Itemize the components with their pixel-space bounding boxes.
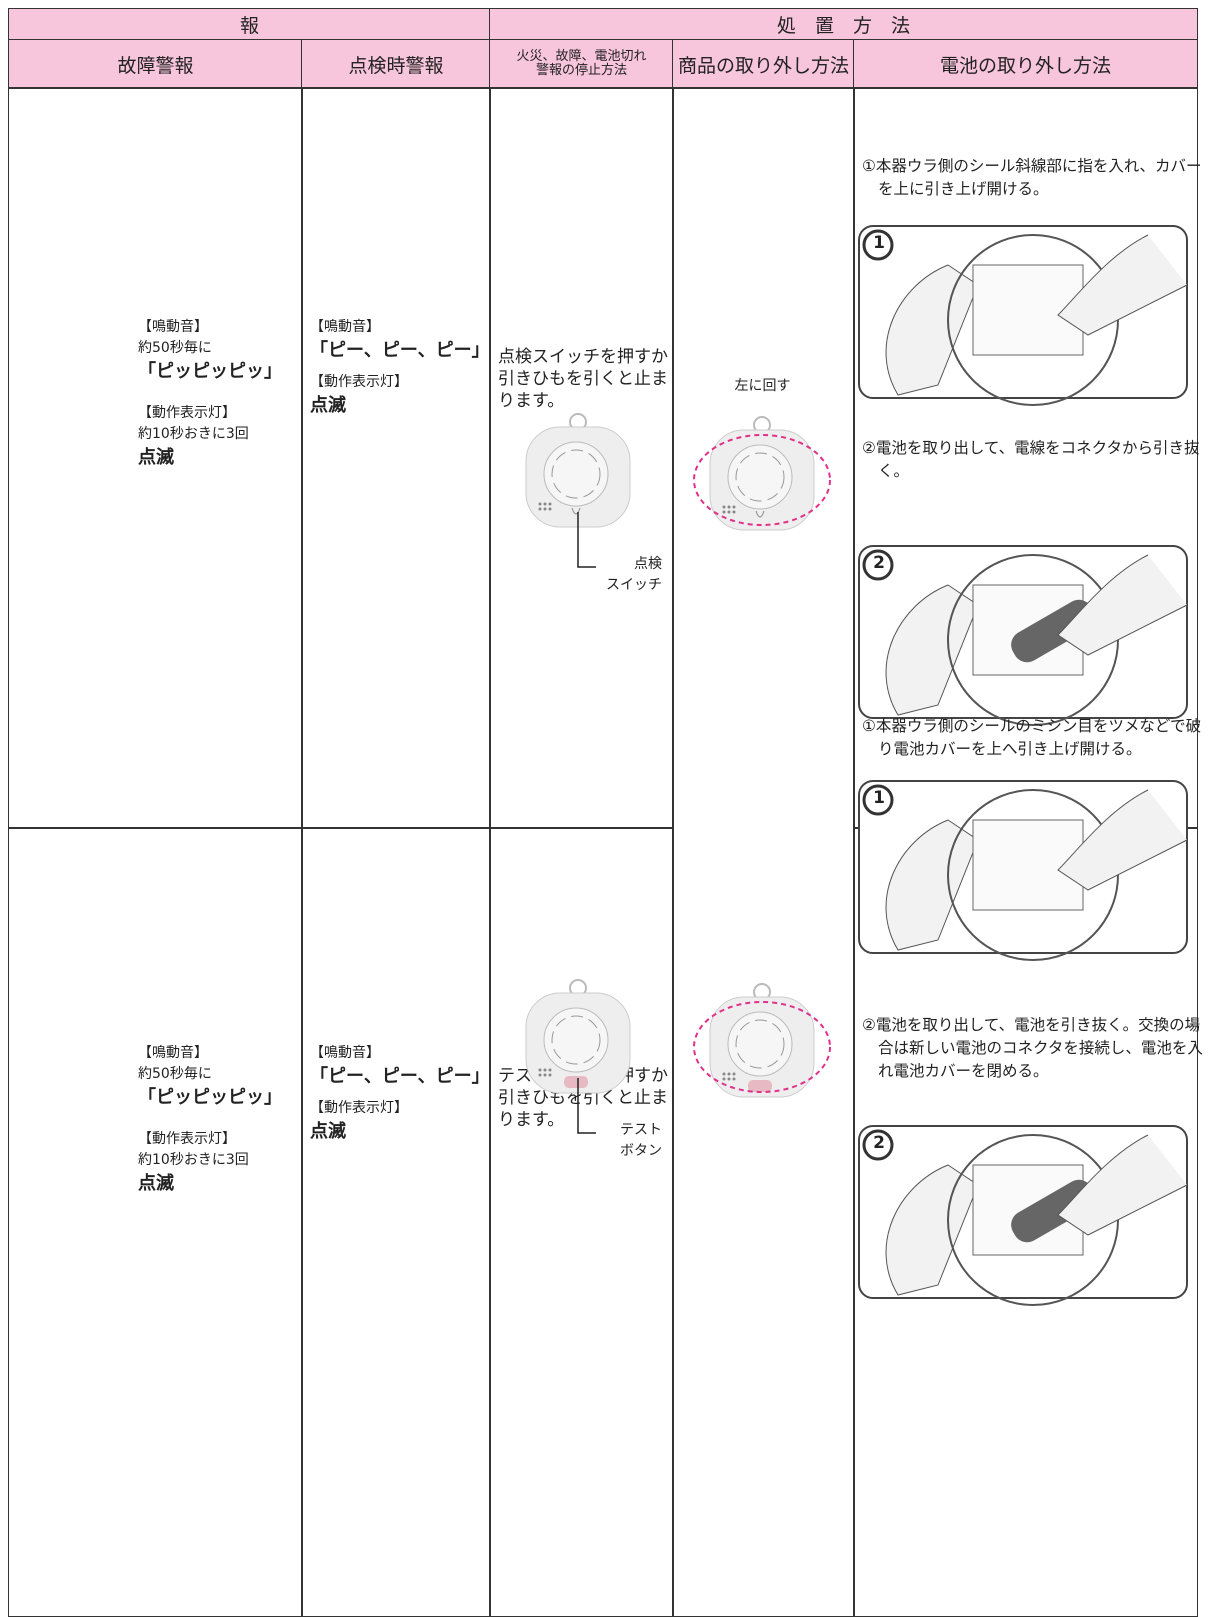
header-text: 火災、故障、電池切れ 警報の停止方法 [516,49,647,78]
inspection-text: 「ピー、ピー、ピー」 [310,1066,490,1087]
alarm-text: 点滅 [138,447,174,468]
header-group-right: 処 置 方 法 [489,8,1198,41]
cell [8,827,303,1617]
header-text: 電池の取り外し方法 [939,54,1111,77]
inspection-text: 点滅 [310,395,346,416]
header-group-left: 報 [8,8,491,41]
cell [489,87,674,829]
callout-line [577,1078,596,1134]
alarm-text: 約50秒毎に [138,1066,212,1082]
column-header: 電池の取り外し方法 [853,39,1198,89]
header-text: 商品の取り外し方法 [677,54,849,77]
battery-step-text: ②電池を取り出して、電池を引き抜く。交換の場合は新しい電池のコネクタを接続し、電… [862,1016,1203,1080]
alarm-text: 点滅 [138,1173,174,1194]
removal-text: 左に回す [734,378,791,394]
battery-illustration [858,545,1188,726]
alarm-text: 【鳴動音】 [138,1045,208,1061]
detector-image [693,416,831,531]
step-badge: 1 [873,788,885,808]
callout-line [577,512,596,568]
header-text: 点検時警報 [348,54,444,77]
column-header: 商品の取り外し方法 [672,39,855,89]
inspection-text: 【鳴動音】 [310,1045,380,1061]
inspection-text: 【動作表示灯】 [310,374,408,390]
callout-text: テスト ボタン [620,1122,662,1159]
alarm-text: 【動作表示灯】 [138,1131,236,1147]
stop-text: 点検スイッチを押すか引きひもを引くと止まります。 [498,347,668,411]
cell [301,827,491,1617]
battery-step-text: ①本器ウラ側のシール斜線部に指を入れ、カバーを上に引き上げ開ける。 [862,157,1202,198]
cell [489,827,674,1617]
header-text: 故障警報 [117,54,194,77]
alarm-text: 「ピッピッピッ」 [138,361,282,382]
callout-text: 点検 スイッチ [606,556,662,593]
step-badge: 2 [873,1133,885,1153]
detector-image [525,413,631,528]
step-badge: 2 [873,553,885,573]
detector-image [525,979,631,1094]
header-text: 処 置 方 法 [776,15,910,37]
inspection-text: 【動作表示灯】 [310,1100,408,1116]
battery-step-text: ②電池を取り出して、電線をコネクタから引き抜く。 [862,439,1200,480]
inspection-text: 「ピー、ピー、ピー」 [310,340,490,361]
cell [8,87,303,829]
column-header: 火災、故障、電池切れ 警報の停止方法 [489,39,674,89]
column-header: 故障警報 [8,39,303,89]
alarm-text: 約50秒毎に [138,340,212,356]
battery-illustration [858,225,1188,406]
header-text: 報 [239,15,259,37]
column-header: 点検時警報 [301,39,491,89]
alarm-text: 「ピッピッピッ」 [138,1087,282,1108]
cell [672,87,855,1617]
cell [301,87,491,829]
alarm-text: 約10秒おきに3回 [138,1152,249,1168]
alarm-text: 約10秒おきに3回 [138,426,249,442]
alarm-text: 【動作表示灯】 [138,405,236,421]
battery-illustration [858,1125,1188,1306]
battery-step-text: ①本器ウラ側のシールのミシン目をツメなどで破り電池カバーを上へ引き上げ開ける。 [862,717,1202,758]
detector-image [693,983,831,1098]
alarm-text: 【鳴動音】 [138,319,208,335]
inspection-text: 点滅 [310,1121,346,1142]
step-badge: 1 [873,233,885,253]
inspection-text: 【鳴動音】 [310,319,380,335]
battery-illustration [858,780,1188,961]
